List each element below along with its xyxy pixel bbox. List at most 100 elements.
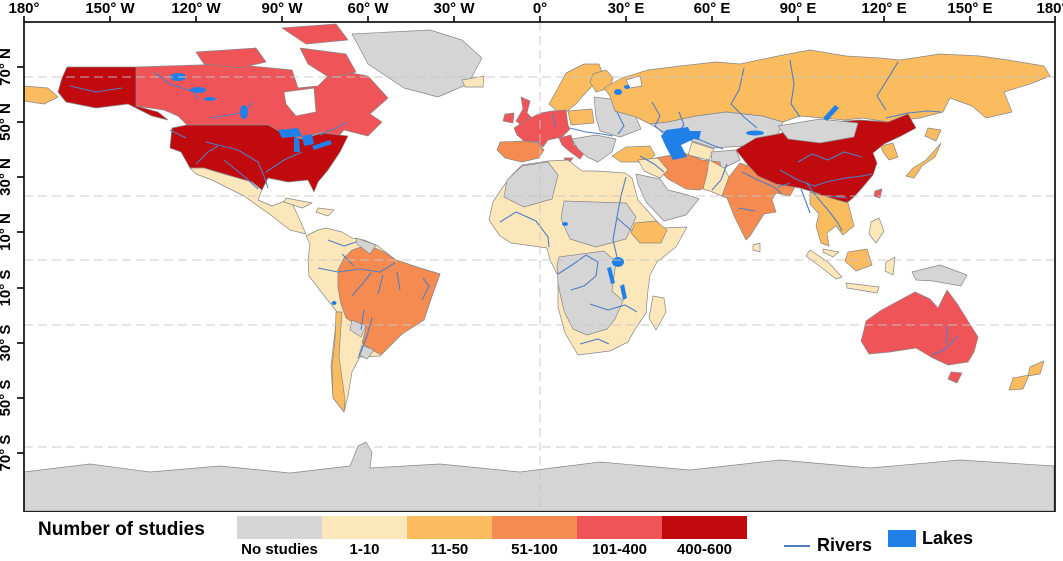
region-mongolia (777, 118, 859, 144)
legend-swatch-11-50 (407, 516, 492, 539)
river (612, 176, 627, 258)
river (931, 335, 959, 356)
legend-class-label: 101-400 (591, 541, 648, 558)
river (223, 159, 259, 190)
lat-label: 10° N (0, 213, 14, 251)
world-map: 180° 150° W 120° W 90° W 60° W 30° W 0° … (0, 0, 1063, 513)
lon-label: 120° E (861, 0, 906, 17)
lake-erie-ontario (312, 140, 332, 150)
region-brazil (337, 244, 441, 356)
rivers (69, 59, 959, 359)
region-cuba (283, 197, 313, 209)
region-arabia (635, 173, 700, 222)
region-java (845, 282, 880, 294)
legend-class-no-studies: No studies (237, 516, 322, 558)
river (265, 151, 303, 173)
region-iraq-syria (637, 157, 669, 179)
lake-superior (278, 128, 302, 138)
region-ireland (502, 112, 515, 124)
region-new-guinea (911, 264, 968, 287)
river (805, 181, 843, 232)
region-japan-hokkaido (924, 127, 942, 142)
river (551, 113, 557, 128)
lake-winnipeg (240, 105, 248, 119)
lake-balkhash (746, 130, 764, 136)
region-hudson-bay (283, 87, 317, 117)
lon-label: 30° E (608, 0, 645, 17)
region-sri-lanka (752, 242, 761, 253)
region-white-sea (625, 75, 643, 89)
region-chile (331, 311, 346, 413)
lon-label: 60° E (694, 0, 731, 17)
legend-swatch-no-studies (237, 516, 322, 539)
legend-class-label: 1-10 (349, 541, 380, 558)
region-korea (880, 142, 899, 161)
region-philippines (868, 217, 885, 244)
region-italy (558, 134, 586, 160)
region-new-zealand-south (1008, 374, 1030, 391)
lon-label: 90° E (780, 0, 817, 17)
river (829, 195, 848, 199)
lon-label: 90° W (261, 0, 303, 17)
region-canada-islands (281, 23, 349, 45)
region-chukotka-west (23, 85, 59, 105)
river (777, 182, 791, 188)
river (327, 239, 357, 247)
lake-victoria (612, 257, 624, 267)
river (779, 169, 873, 187)
river (569, 127, 614, 137)
region-hispaniola (315, 207, 335, 217)
lakes (170, 73, 839, 305)
region-iberia (496, 140, 545, 163)
region-balkans (571, 134, 617, 163)
legend-swatch-51-100 (492, 516, 577, 539)
river (557, 254, 599, 291)
lake-great-slave (190, 87, 206, 93)
river (616, 111, 625, 135)
region-poland (567, 108, 595, 126)
axis-ticks (17, 16, 1056, 454)
river (351, 272, 372, 297)
legend-class-label: 11-50 (430, 541, 469, 558)
river (169, 129, 187, 139)
lon-label: 150° E (947, 0, 992, 17)
lat-label: 70° N (0, 48, 14, 86)
lake-huron (302, 134, 314, 146)
lat-label: 30° S (0, 325, 14, 362)
legend-swatch-400-600 (662, 516, 747, 539)
river (195, 145, 219, 165)
legend-swatch-101-400 (577, 516, 662, 539)
river-line-icon (784, 544, 810, 547)
region-canada-islands (299, 47, 357, 79)
region-alaska (57, 66, 169, 121)
river (616, 217, 633, 232)
region-russia (603, 49, 1051, 125)
region-taiwan (873, 188, 883, 199)
lat-label: 50° S (0, 380, 14, 417)
river (357, 317, 373, 359)
river (797, 151, 863, 163)
lake-chad (562, 222, 568, 226)
lat-label: 30° N (0, 158, 14, 196)
region-eastern-europe (593, 96, 642, 138)
region-guyanas (355, 237, 377, 255)
region-indochina (809, 191, 855, 247)
lat-label: 10° S (0, 270, 14, 307)
lon-label: 0° (533, 0, 547, 17)
region-united-states (169, 124, 349, 193)
river (499, 211, 550, 248)
legend-color-bar: No studies 1-10 11-50 51-100 101-400 400… (237, 516, 747, 558)
lake-malawi (620, 284, 627, 300)
river (800, 188, 811, 214)
axis-labels-top: 180° 150° W 120° W 90° W 60° W 30° W 0° … (8, 0, 1063, 17)
river (153, 71, 199, 101)
legend-class-11-50: 11-50 (407, 516, 492, 558)
lake-tanganyika (607, 267, 615, 284)
river (697, 138, 724, 150)
legend-rivers-item: Rivers (784, 535, 872, 556)
region-chad-sudan (560, 200, 637, 248)
lon-label: 150° W (85, 0, 135, 17)
region-tasmania (947, 371, 963, 384)
legend-rivers-label: Rivers (817, 535, 873, 555)
